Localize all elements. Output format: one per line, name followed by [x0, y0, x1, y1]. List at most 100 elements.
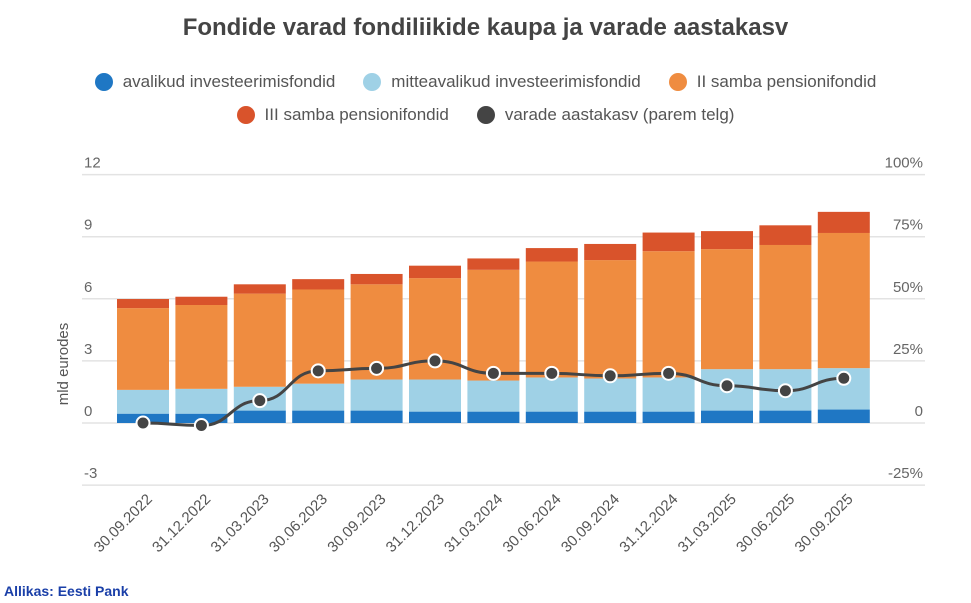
x-tick-label: 31.03.2025 [675, 491, 740, 556]
bar-segment-pillar2 [117, 308, 169, 390]
bar-segment-public [642, 411, 695, 423]
bar-segment-pillar3 [759, 225, 812, 245]
y-tick-label: 3 [84, 341, 92, 358]
bar-segment-public [759, 410, 812, 423]
legend-label: avalikud investeerimisfondid [122, 72, 336, 91]
x-tick-label: 30.06.2024 [500, 491, 565, 556]
growth-point [310, 363, 326, 379]
y-tick-label: 0 [84, 403, 92, 420]
bar-segment-pillar3 [350, 273, 403, 285]
y-tick-label: 9 [84, 217, 92, 234]
x-tick-label: 31.12.2022 [149, 491, 214, 556]
bar-segment-nonpublic [642, 377, 695, 412]
bar-segment-public [350, 410, 403, 423]
y2-tick-label: 100% [885, 155, 923, 172]
bar-segment-pillar3 [817, 211, 870, 233]
growth-point [544, 365, 560, 381]
x-tick-label: 30.09.2022 [91, 491, 156, 556]
bar-segment-public [233, 410, 286, 423]
x-tick-label: 30.06.2025 [733, 491, 798, 556]
bar-segment-public [584, 411, 637, 423]
bar-segment-public [292, 410, 345, 423]
bar-segment-pillar3 [467, 258, 520, 270]
y2-tick-label: -25% [888, 465, 923, 482]
legend-label: II samba pensionifondid [696, 72, 877, 91]
y2-tick-label: 75% [893, 217, 923, 234]
legend-swatch [363, 73, 382, 91]
legend-swatch [668, 73, 687, 91]
legend-swatch [94, 73, 113, 91]
legend-item-nonpublic-funds[interactable]: mitteavalikud investeerimisfondid [363, 72, 641, 92]
y-tick-label: 6 [84, 279, 92, 296]
bar-segment-pillar3 [409, 265, 461, 279]
growth-point [427, 353, 443, 369]
bar-segment-nonpublic [467, 380, 520, 412]
bar-segment-nonpublic [584, 378, 637, 412]
y2-tick-label: 0 [915, 403, 923, 420]
x-tick-label: 30.09.2025 [792, 491, 857, 556]
bar-segment-nonpublic [409, 379, 461, 412]
bar-segment-pillar2 [175, 305, 228, 389]
bar-segment-public [409, 411, 461, 423]
x-tick-label: 30.09.2023 [324, 491, 389, 556]
growth-point [836, 370, 852, 386]
x-tick-label: 30.06.2023 [266, 491, 331, 556]
bar-segment-pillar2 [642, 251, 695, 378]
growth-point [485, 365, 501, 381]
bar-segment-nonpublic [117, 389, 169, 414]
growth-point [252, 393, 268, 409]
bar-segment-public [525, 411, 578, 423]
y-tick-label: -3 [84, 465, 97, 482]
bar-segment-nonpublic [292, 383, 345, 411]
bar-segment-pillar3 [584, 243, 637, 261]
bar-segment-pillar2 [701, 249, 753, 370]
bar-segment-pillar2 [817, 232, 870, 369]
growth-point [369, 360, 385, 376]
y-tick-label: 12 [84, 155, 101, 172]
bar-segment-public [701, 410, 753, 423]
legend-row-2: III samba pensionifondid varade aastakas… [0, 105, 971, 125]
bar-segment-pillar2 [759, 244, 812, 370]
bar-segment-pillar3 [117, 299, 169, 309]
bar-segment-nonpublic [525, 377, 578, 412]
legend-item-pillar2[interactable]: II samba pensionifondid [668, 72, 877, 92]
growth-point [777, 383, 793, 399]
y-axis-title: mld eurodes [55, 323, 72, 406]
bar-segment-pillar3 [525, 248, 578, 262]
bar-segment-pillar3 [292, 279, 345, 290]
bar-segment-nonpublic [175, 388, 228, 414]
bar-segment-pillar2 [525, 261, 578, 378]
growth-point [193, 417, 209, 433]
bar-segment-public [817, 409, 870, 423]
x-tick-label: 31.12.2024 [616, 491, 681, 556]
bar-segment-nonpublic [350, 379, 403, 411]
legend-item-pillar3[interactable]: III samba pensionifondid [236, 105, 449, 125]
legend-swatch [476, 106, 495, 124]
y2-tick-label: 50% [893, 279, 923, 296]
bar-segment-pillar2 [233, 293, 286, 387]
growth-point [719, 378, 735, 394]
legend-row-1: avalikud investeerimisfondid mitteavalik… [0, 72, 971, 92]
legend-item-growth[interactable]: varade aastakasv (parem telg) [476, 105, 735, 125]
x-tick-label: 31.03.2024 [441, 491, 506, 556]
chart-title: Fondide varad fondiliikide kaupa ja vara… [182, 14, 789, 41]
bar-segment-pillar2 [584, 260, 637, 379]
bar-segment-pillar3 [175, 296, 228, 306]
legend-label: mitteavalikud investeerimisfondid [391, 72, 641, 91]
legend-item-public-funds[interactable]: avalikud investeerimisfondid [94, 72, 336, 92]
growth-point [135, 415, 151, 431]
bar-segment-pillar2 [467, 269, 520, 381]
bar-segment-public [467, 411, 520, 423]
source-note: Allikas: Eesti Pank [4, 583, 129, 599]
x-tick-label: 30.09.2024 [558, 491, 623, 556]
legend-swatch [236, 106, 255, 124]
bar-segment-pillar3 [642, 232, 695, 252]
legend-label: III samba pensionifondid [264, 105, 449, 124]
x-tick-label: 31.12.2023 [383, 491, 448, 556]
bar-segment-pillar3 [701, 231, 753, 250]
legend-label: varade aastakasv (parem telg) [504, 105, 735, 124]
growth-point [661, 365, 677, 381]
y2-tick-label: 25% [893, 341, 923, 358]
